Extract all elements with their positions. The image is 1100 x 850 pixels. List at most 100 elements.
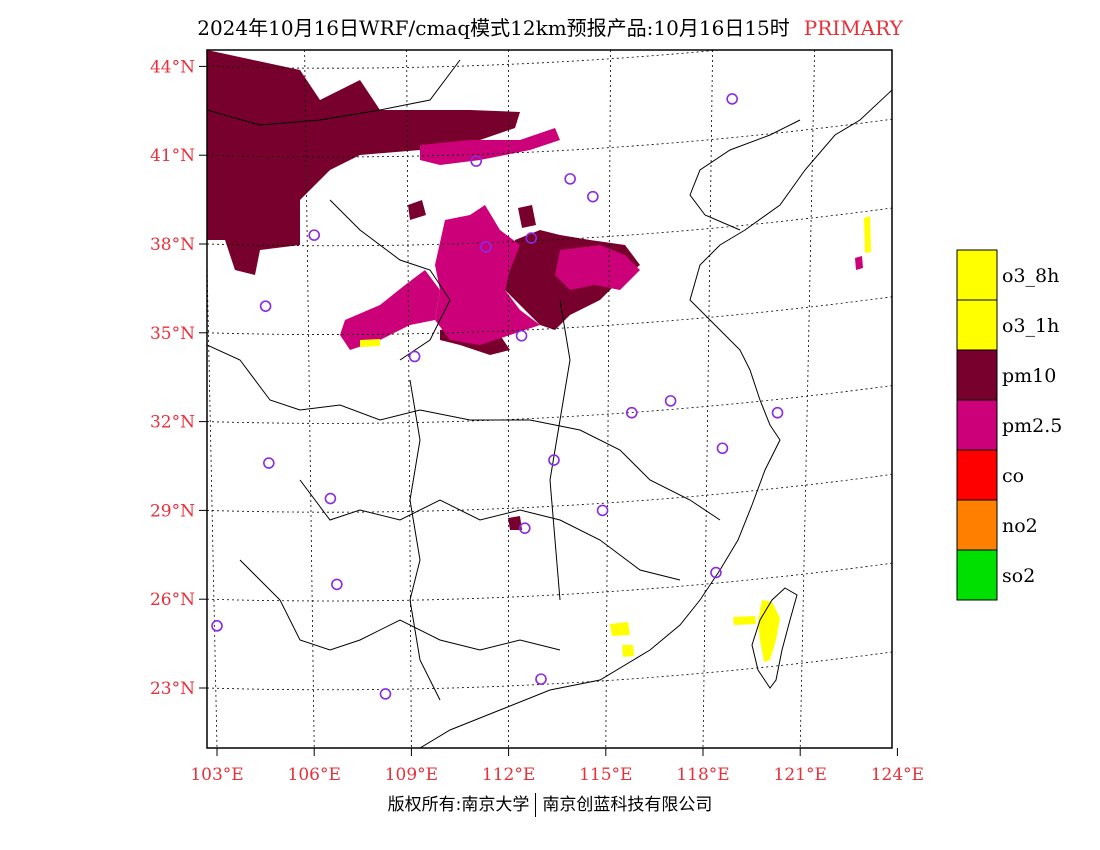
pm25-sea-spot <box>855 256 863 270</box>
o3-patch-guangdong-2 <box>622 645 634 657</box>
footer-separator <box>535 793 537 817</box>
legend-swatch-no2 <box>956 499 998 551</box>
province-boundary-5 <box>239 559 561 651</box>
o3-patch-strait <box>733 616 756 625</box>
legend-label-pm10: pm10 <box>1002 365 1056 387</box>
meridian-109 <box>406 50 412 748</box>
coastline <box>419 89 892 748</box>
station-marker-9 <box>408 350 421 363</box>
pm10-spot-a <box>518 205 536 228</box>
legend-swatch-co <box>956 449 998 501</box>
y-tick-label-35: 35°N <box>150 324 195 344</box>
station-marker-12 <box>771 406 784 419</box>
pm25-east-cluster <box>555 245 640 290</box>
y-tick-label-38: 38°N <box>150 235 195 255</box>
meridian-103 <box>207 243 218 748</box>
o3-patch-coast <box>864 216 871 253</box>
meridian-118 <box>702 50 713 748</box>
station-marker-19 <box>331 578 343 591</box>
pm10-plume-northwest <box>207 50 520 275</box>
map-frame <box>206 49 893 749</box>
station-marker-16 <box>324 492 337 505</box>
y-tick-label-32: 32°N <box>150 413 195 433</box>
province-boundary-1 <box>207 59 461 126</box>
station-marker-18 <box>596 504 609 517</box>
station-marker-10 <box>625 406 638 419</box>
station-marker-7 <box>259 300 272 312</box>
y-axis: 23°N 26°N 29°N 32°N 35°N 38°N 41°N 44°N <box>150 57 207 699</box>
meridian-124 <box>897 50 916 748</box>
legend-label-o3_1h: o3_1h <box>1002 315 1059 337</box>
o3-patch-guangdong <box>610 622 630 636</box>
station-marker-22 <box>379 688 392 700</box>
station-marker-11 <box>664 395 677 407</box>
parallel-26 <box>207 562 892 602</box>
graticule <box>207 50 916 748</box>
legend-label-o3_8h: o3_8h <box>1002 265 1059 287</box>
station-marker-20 <box>710 566 722 579</box>
meridian-106 <box>304 50 315 748</box>
o3-patch-taiwan <box>758 600 780 662</box>
station-marker-21 <box>211 620 223 632</box>
x-tick-label-112: 112°E <box>482 765 535 785</box>
pm10-spot-c <box>508 516 522 530</box>
province-boundary-2 <box>329 199 451 361</box>
legend-swatch-o3_1h <box>956 299 998 351</box>
pm10-spot-b <box>408 200 426 220</box>
title-tag: PRIMARY <box>803 16 903 40</box>
meridian-115 <box>605 50 611 748</box>
boundaries-layer <box>207 59 892 748</box>
y-tick-label-29: 29°N <box>150 501 195 521</box>
x-tick-label-106: 106°E <box>288 765 341 785</box>
chart-title: 2024年10月16日WRF/cmaq模式12km预报产品:10月16日15时 P… <box>0 12 1100 41</box>
station-marker-13 <box>716 442 729 455</box>
y-tick-label-41: 41°N <box>150 146 195 166</box>
station-markers <box>211 93 784 700</box>
o3-patch-layer <box>360 216 871 662</box>
meridian-121 <box>799 50 815 748</box>
legend: o3_8h o3_1h pm10 pm2.5 co no2 so2 <box>956 249 1062 601</box>
pm25-band-north <box>420 128 560 165</box>
x-tick-label-115: 115°E <box>579 765 632 785</box>
y-tick-label-44: 44°N <box>150 57 195 77</box>
pm25-plume-layer <box>340 128 863 350</box>
x-axis: 103°E 106°E 109°E 112°E 115°E 118°E 121°E 124°E <box>190 748 924 785</box>
station-marker-14 <box>548 454 560 466</box>
station-marker-15 <box>263 457 275 469</box>
station-marker-8 <box>515 329 528 342</box>
y-tick-label-26: 26°N <box>150 590 195 610</box>
legend-swatch-o3_8h <box>956 249 998 301</box>
bohai-coast <box>689 119 801 231</box>
station-marker-6 <box>525 232 538 244</box>
taiwan-outline <box>751 587 798 689</box>
station-marker-1 <box>564 173 576 185</box>
station-marker-2 <box>587 190 599 203</box>
province-boundary-3 <box>207 344 721 521</box>
legend-label-co: co <box>1002 465 1024 487</box>
station-marker-3 <box>726 93 738 105</box>
title-text: 2024年10月16日WRF/cmaq模式12km预报产品:10月16日15时 <box>197 16 790 40</box>
copyright-footer: 版权所有:南京大学 南京创蓝科技有限公司 <box>0 790 1100 817</box>
legend-swatch-pm2_5 <box>956 399 998 451</box>
parallel-32 <box>207 385 892 424</box>
y-tick-label-23: 23°N <box>150 679 195 699</box>
province-boundary-7 <box>549 299 571 601</box>
footer-left: 版权所有:南京大学 <box>387 795 530 815</box>
legend-label-pm2_5: pm2.5 <box>1002 415 1062 437</box>
o3-patch-west <box>360 339 380 347</box>
legend-swatch-so2 <box>956 549 998 601</box>
footer-right: 南京创蓝科技有限公司 <box>542 795 713 815</box>
station-marker-0 <box>470 155 483 167</box>
x-tick-label-103: 103°E <box>190 765 243 785</box>
legend-label-no2: no2 <box>1002 515 1038 537</box>
province-boundary-6 <box>409 379 441 701</box>
pm25-west-band <box>340 270 440 350</box>
pm25-loess-plateau <box>435 205 540 345</box>
x-tick-label-118: 118°E <box>676 765 729 785</box>
station-marker-4 <box>308 229 321 241</box>
province-boundary-4 <box>299 479 681 581</box>
legend-swatch-pm10 <box>956 349 998 401</box>
station-marker-23 <box>535 673 547 685</box>
x-tick-label-124: 124°E <box>871 765 924 785</box>
